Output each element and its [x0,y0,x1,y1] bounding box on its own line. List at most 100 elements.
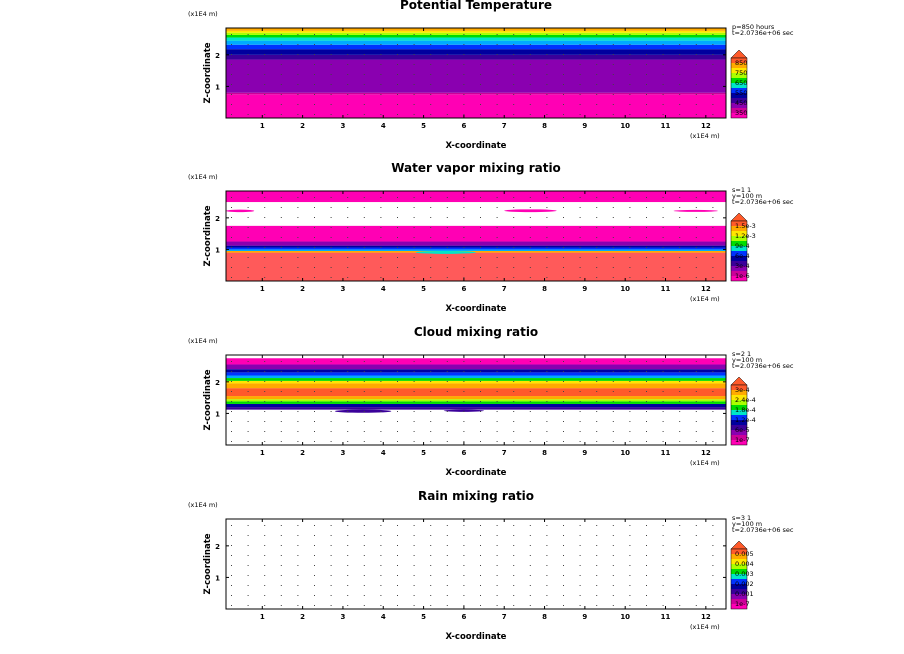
grid-dot [579,257,581,258]
grid-dot [430,525,432,526]
grid-dot [231,247,232,248]
grid-dot [463,575,465,576]
grid-dot [264,54,266,55]
grid-dot [629,54,631,55]
grid-dot [529,421,531,422]
grid-dot [380,74,382,75]
grid-dot [563,34,564,35]
grid-dot [579,595,581,596]
grid-dot [579,431,581,432]
grid-dot [546,94,548,95]
grid-dot [264,555,266,556]
grid-dot [596,227,598,228]
grid-dot [596,401,598,402]
grid-dot [363,371,365,372]
grid-dot [264,585,266,586]
grid-dot [363,575,365,576]
grid-dot [297,44,299,45]
grid-dot [446,277,448,278]
colorbar: 1e-6 3e-4 6e-4 9e-4 1.2e-3 1.5e-3 [730,212,756,282]
grid-dot [297,595,299,596]
grid-dot [264,104,266,105]
x-tick-label: 1 [260,613,265,621]
grid-dot [629,535,631,536]
grid-dot [513,277,515,278]
grid-dot [629,257,631,258]
grid-dot [430,257,432,258]
x-unit-label: (x1E4 m) [690,295,720,303]
grid-dot [463,114,465,115]
grid-dot [546,391,548,392]
grid-dot [363,227,365,228]
grid-dot [546,595,548,596]
grid-dot [430,207,432,208]
grid-dot [546,525,548,526]
grid-dot [629,277,631,278]
grid-dot [513,207,515,208]
x-tick-label: 4 [381,449,386,457]
grid-dot [629,585,631,586]
contour-band [226,225,726,242]
x-tick-label: 11 [661,449,671,457]
x-tick-label: 10 [620,449,630,457]
grid-dot [314,441,315,442]
grid-dot [579,535,581,536]
contour-band [226,383,726,389]
grid-dot [380,237,382,238]
x-tick-label: 12 [701,613,711,621]
grid-dot [430,421,432,422]
grid-dot [496,94,498,95]
grid-dot [513,217,515,218]
grid-dot [264,381,266,382]
grid-dot [496,535,498,536]
grid-dot [297,64,299,65]
contour-band [226,241,726,246]
grid-dot [397,207,398,208]
grid-dot [247,44,249,45]
contour-patch [226,209,255,213]
grid-dot [513,431,515,432]
grid-dot [347,227,349,228]
grid-dot [496,34,498,35]
grid-dot [546,34,548,35]
grid-dot [463,44,465,45]
grid-dot [347,391,349,392]
grid-dot [463,391,465,392]
grid-dot [247,575,249,576]
grid-dot [546,277,548,278]
grid-dot [513,441,515,442]
grid-dot [330,54,332,55]
grid-dot [496,411,498,412]
grid-dot [579,64,581,65]
grid-dot [363,197,365,198]
grid-dot [264,361,266,362]
grid-dot [430,565,432,566]
grid-dot [662,605,664,606]
grid-dot [363,94,365,95]
grid-dot [397,411,398,412]
colorbar-arrow-icon [730,212,748,222]
grid-dot [363,585,365,586]
grid-dot [695,565,697,566]
x-tick-label: 11 [661,285,671,293]
grid-dot [546,441,548,442]
grid-dot [247,114,249,115]
grid-dot [314,277,315,278]
grid-dot [612,257,614,258]
colorbar-swatch [731,405,747,410]
colorbar-swatch [731,83,747,88]
grid-dot [446,227,448,228]
grid-dot [513,84,515,85]
grid-dot [596,391,598,392]
grid-dot [231,207,232,208]
grid-dot [297,104,299,105]
x-tick-label: 5 [421,122,426,130]
grid-dot [629,421,631,422]
grid-dot [712,44,714,45]
grid-dot [264,237,266,238]
grid-dot [264,94,266,95]
grid-dot [679,277,681,278]
grid-dot [529,361,531,362]
grid-dot [695,391,697,392]
grid-dot [546,257,548,258]
